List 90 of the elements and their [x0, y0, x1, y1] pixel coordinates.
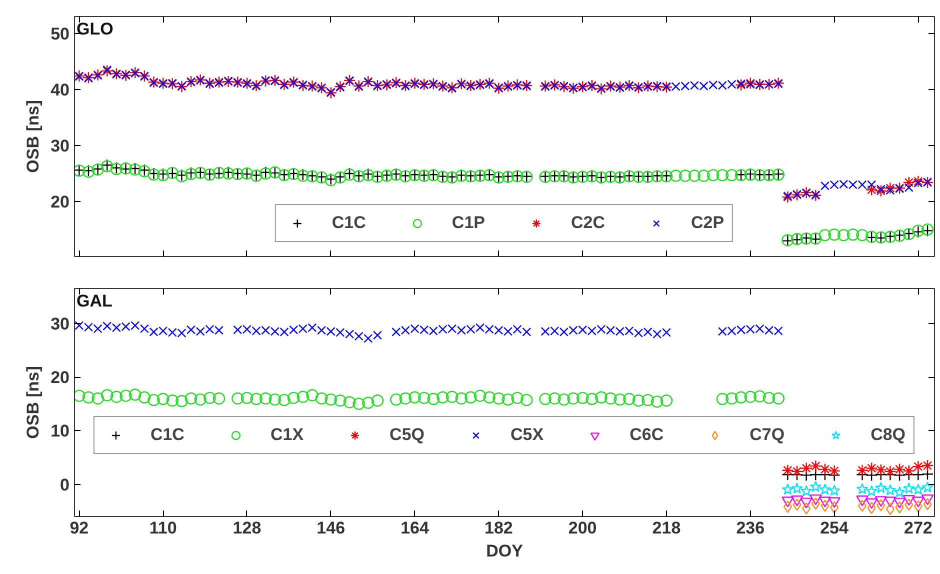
point [856, 464, 868, 476]
point [921, 459, 934, 472]
point [800, 498, 812, 508]
x-tick-label: 236 [736, 518, 765, 538]
x-tick-label: 200 [568, 518, 597, 538]
x-tick-label: 272 [904, 518, 932, 538]
point [921, 494, 934, 506]
legend-label: C5Q [390, 425, 425, 445]
x-tick-label: 110 [149, 518, 177, 538]
point [884, 484, 896, 496]
point [914, 500, 922, 512]
point [921, 468, 934, 480]
point [875, 482, 887, 494]
point [828, 464, 840, 477]
point [874, 464, 887, 476]
point [810, 460, 822, 472]
point [894, 486, 906, 498]
point [856, 483, 868, 494]
point [790, 496, 804, 506]
point [810, 468, 822, 481]
x-tick-label: 146 [316, 518, 346, 538]
legend-label: C5X [510, 425, 544, 445]
point [912, 496, 924, 508]
point [923, 498, 932, 510]
point [912, 484, 924, 495]
point [828, 497, 840, 508]
point [904, 498, 914, 511]
point [782, 464, 794, 476]
legend-label: C8Q [870, 425, 906, 445]
point [828, 484, 840, 496]
point [884, 465, 896, 478]
point [819, 484, 831, 495]
y-tick-label: 20 [50, 192, 70, 212]
point [902, 464, 915, 477]
point [903, 482, 915, 494]
point [865, 462, 878, 474]
legend-label: C1C [150, 425, 184, 445]
point [865, 498, 878, 509]
point [830, 501, 839, 514]
point [912, 460, 924, 473]
legend-label: C1P [452, 213, 485, 233]
point [902, 495, 915, 506]
y-tick-label: 40 [50, 80, 70, 100]
point [791, 482, 803, 494]
x-tick-label: 254 [820, 518, 850, 538]
point [893, 498, 906, 508]
point [818, 496, 832, 508]
point [922, 481, 934, 493]
point [866, 485, 878, 496]
point [810, 494, 822, 506]
x-tick-label: 92 [70, 518, 89, 538]
point [811, 498, 820, 510]
x-tick-label: 182 [484, 518, 513, 538]
point [790, 465, 804, 478]
point [856, 496, 868, 506]
point [818, 463, 832, 476]
chart-title: GLO [76, 20, 114, 38]
point [783, 500, 792, 513]
x-tick-label: 218 [652, 518, 681, 538]
point [800, 485, 812, 496]
legend-label: C2C [571, 213, 606, 233]
y-axis-title: OSB [ns] [24, 366, 43, 439]
y-tick-label: 20 [50, 368, 70, 388]
x-axis-title: DOY [486, 542, 524, 560]
point [792, 498, 802, 511]
point [876, 499, 886, 512]
point [895, 501, 904, 514]
point [810, 480, 822, 492]
x-tick-label: 164 [400, 518, 430, 538]
legend-label: C7Q [750, 425, 785, 445]
legend-label: C6C [630, 425, 664, 445]
y-tick-label: 30 [50, 136, 70, 156]
y-tick-label: 30 [50, 314, 70, 334]
point [800, 462, 812, 474]
y-tick-label: 50 [50, 24, 70, 44]
point [884, 496, 896, 508]
legend-label: C1C [332, 213, 366, 233]
legend-label: C2P [691, 213, 724, 233]
y-axis-title: OSB [ns] [24, 100, 43, 173]
point [820, 500, 830, 512]
x-tick-label: 128 [232, 518, 262, 538]
y-tick-label: 0 [60, 475, 70, 494]
chart-title: GAL [76, 292, 112, 310]
point [782, 496, 794, 508]
y-tick-label: 10 [50, 422, 70, 441]
point [782, 484, 794, 495]
point [893, 463, 906, 476]
legend-label: C1X [270, 425, 304, 445]
point [858, 500, 867, 512]
point [874, 496, 887, 507]
